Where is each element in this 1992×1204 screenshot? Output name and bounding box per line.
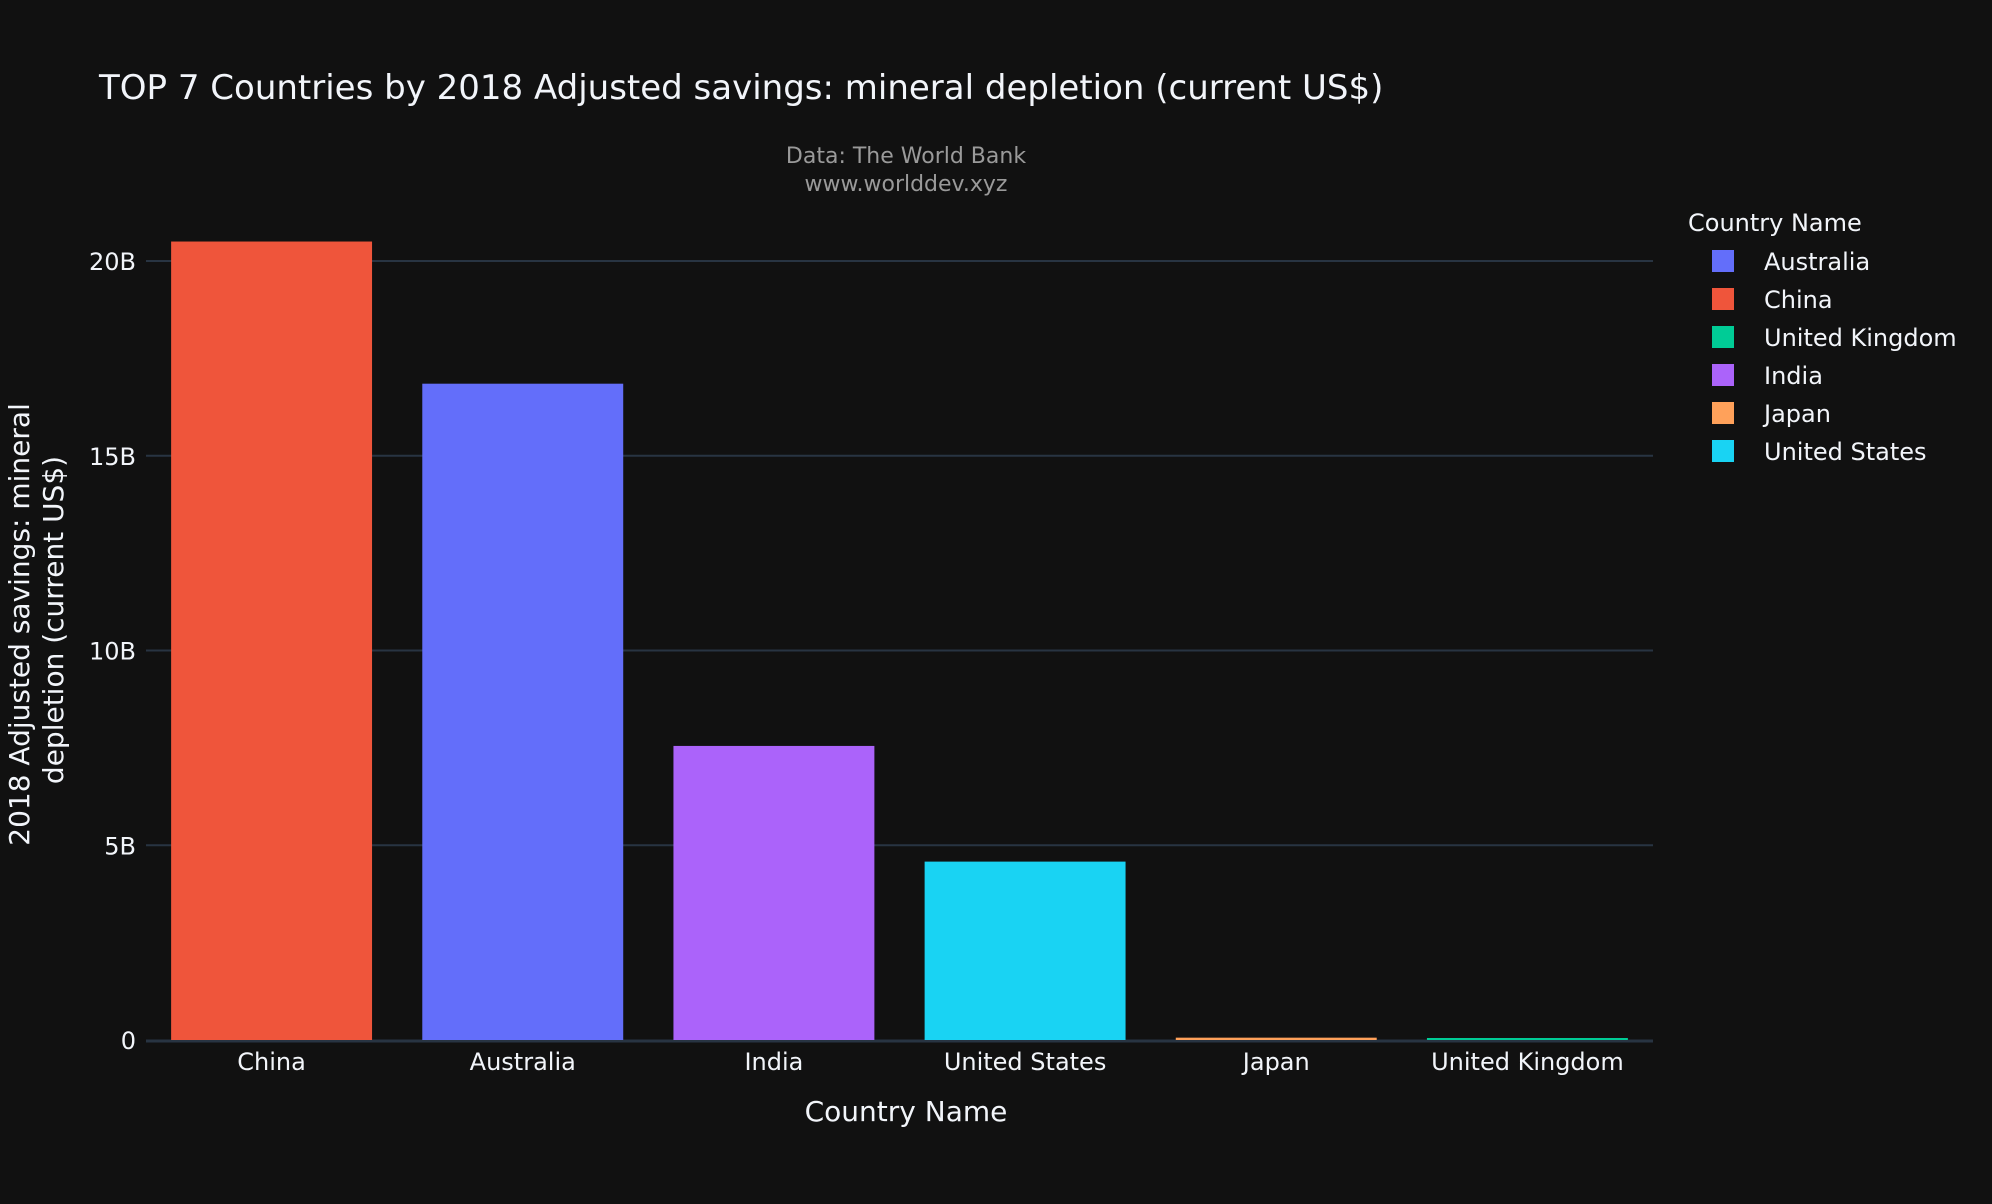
legend-swatch (1712, 364, 1734, 386)
x-tick-label: Australia (470, 1048, 576, 1076)
x-axis-label: Country Name (805, 1095, 1008, 1128)
legend-swatch (1712, 440, 1734, 462)
gridlines (146, 260, 1653, 1043)
y-tick-label: 10B (89, 638, 136, 666)
bars (171, 241, 1628, 1040)
legend-item-japan[interactable]: Japan (1712, 400, 1831, 428)
chart-title: TOP 7 Countries by 2018 Adjusted savings… (98, 68, 1383, 108)
legend-item-china[interactable]: China (1712, 286, 1833, 314)
legend-item-united-states[interactable]: United States (1712, 438, 1927, 466)
bar-australia[interactable] (422, 383, 624, 1040)
legend-label: Australia (1764, 248, 1870, 276)
legend-swatch (1712, 288, 1734, 310)
y-axis-ticks: 0 5B 10B 15B 20B (89, 248, 136, 1055)
legend-item-india[interactable]: India (1712, 362, 1823, 390)
y-axis-label: 2018 Adjusted savings: mineral depletion… (3, 394, 70, 846)
legend-label: United States (1764, 438, 1927, 466)
x-tick-label: United States (944, 1048, 1107, 1076)
y-tick-label: 5B (104, 832, 136, 860)
x-tick-label: China (237, 1048, 306, 1076)
legend-swatch (1712, 402, 1734, 424)
bar-india[interactable] (673, 745, 875, 1040)
y-axis-label-line-2: depletion (current US$) (37, 456, 70, 784)
legend-item-australia[interactable]: Australia (1712, 248, 1870, 276)
legend-label: India (1764, 362, 1823, 390)
x-axis-ticks: China Australia India United States Japan Uni… (237, 1048, 1623, 1076)
y-tick-label: 15B (89, 443, 136, 471)
source-line-1: Data: The World Bank (786, 144, 1026, 169)
legend-label: United Kingdom (1764, 324, 1957, 352)
x-tick-label: Japan (1241, 1048, 1310, 1076)
bar-united-kingdom[interactable] (1426, 1038, 1628, 1040)
legend-swatch (1712, 250, 1734, 272)
legend-title: Country Name (1688, 209, 1862, 237)
x-tick-label: India (744, 1048, 803, 1076)
source-line-2: www.worlddev.xyz (805, 172, 1008, 197)
legend-label: Japan (1762, 400, 1831, 428)
bar-united-states[interactable] (924, 861, 1126, 1040)
x-tick-label: United Kingdom (1431, 1048, 1624, 1076)
legend-item-united-kingdom[interactable]: United Kingdom (1712, 324, 1957, 352)
legend-swatch (1712, 326, 1734, 348)
bar-china[interactable] (171, 241, 373, 1040)
y-axis-label-line-1: 2018 Adjusted savings: mineral (3, 403, 36, 846)
legend-label: China (1764, 286, 1833, 314)
legend: Country Name Australia China United Kingdo… (1688, 209, 1957, 466)
y-tick-label: 0 (121, 1027, 136, 1055)
y-tick-label: 20B (89, 248, 136, 276)
bar-japan[interactable] (1175, 1037, 1377, 1040)
